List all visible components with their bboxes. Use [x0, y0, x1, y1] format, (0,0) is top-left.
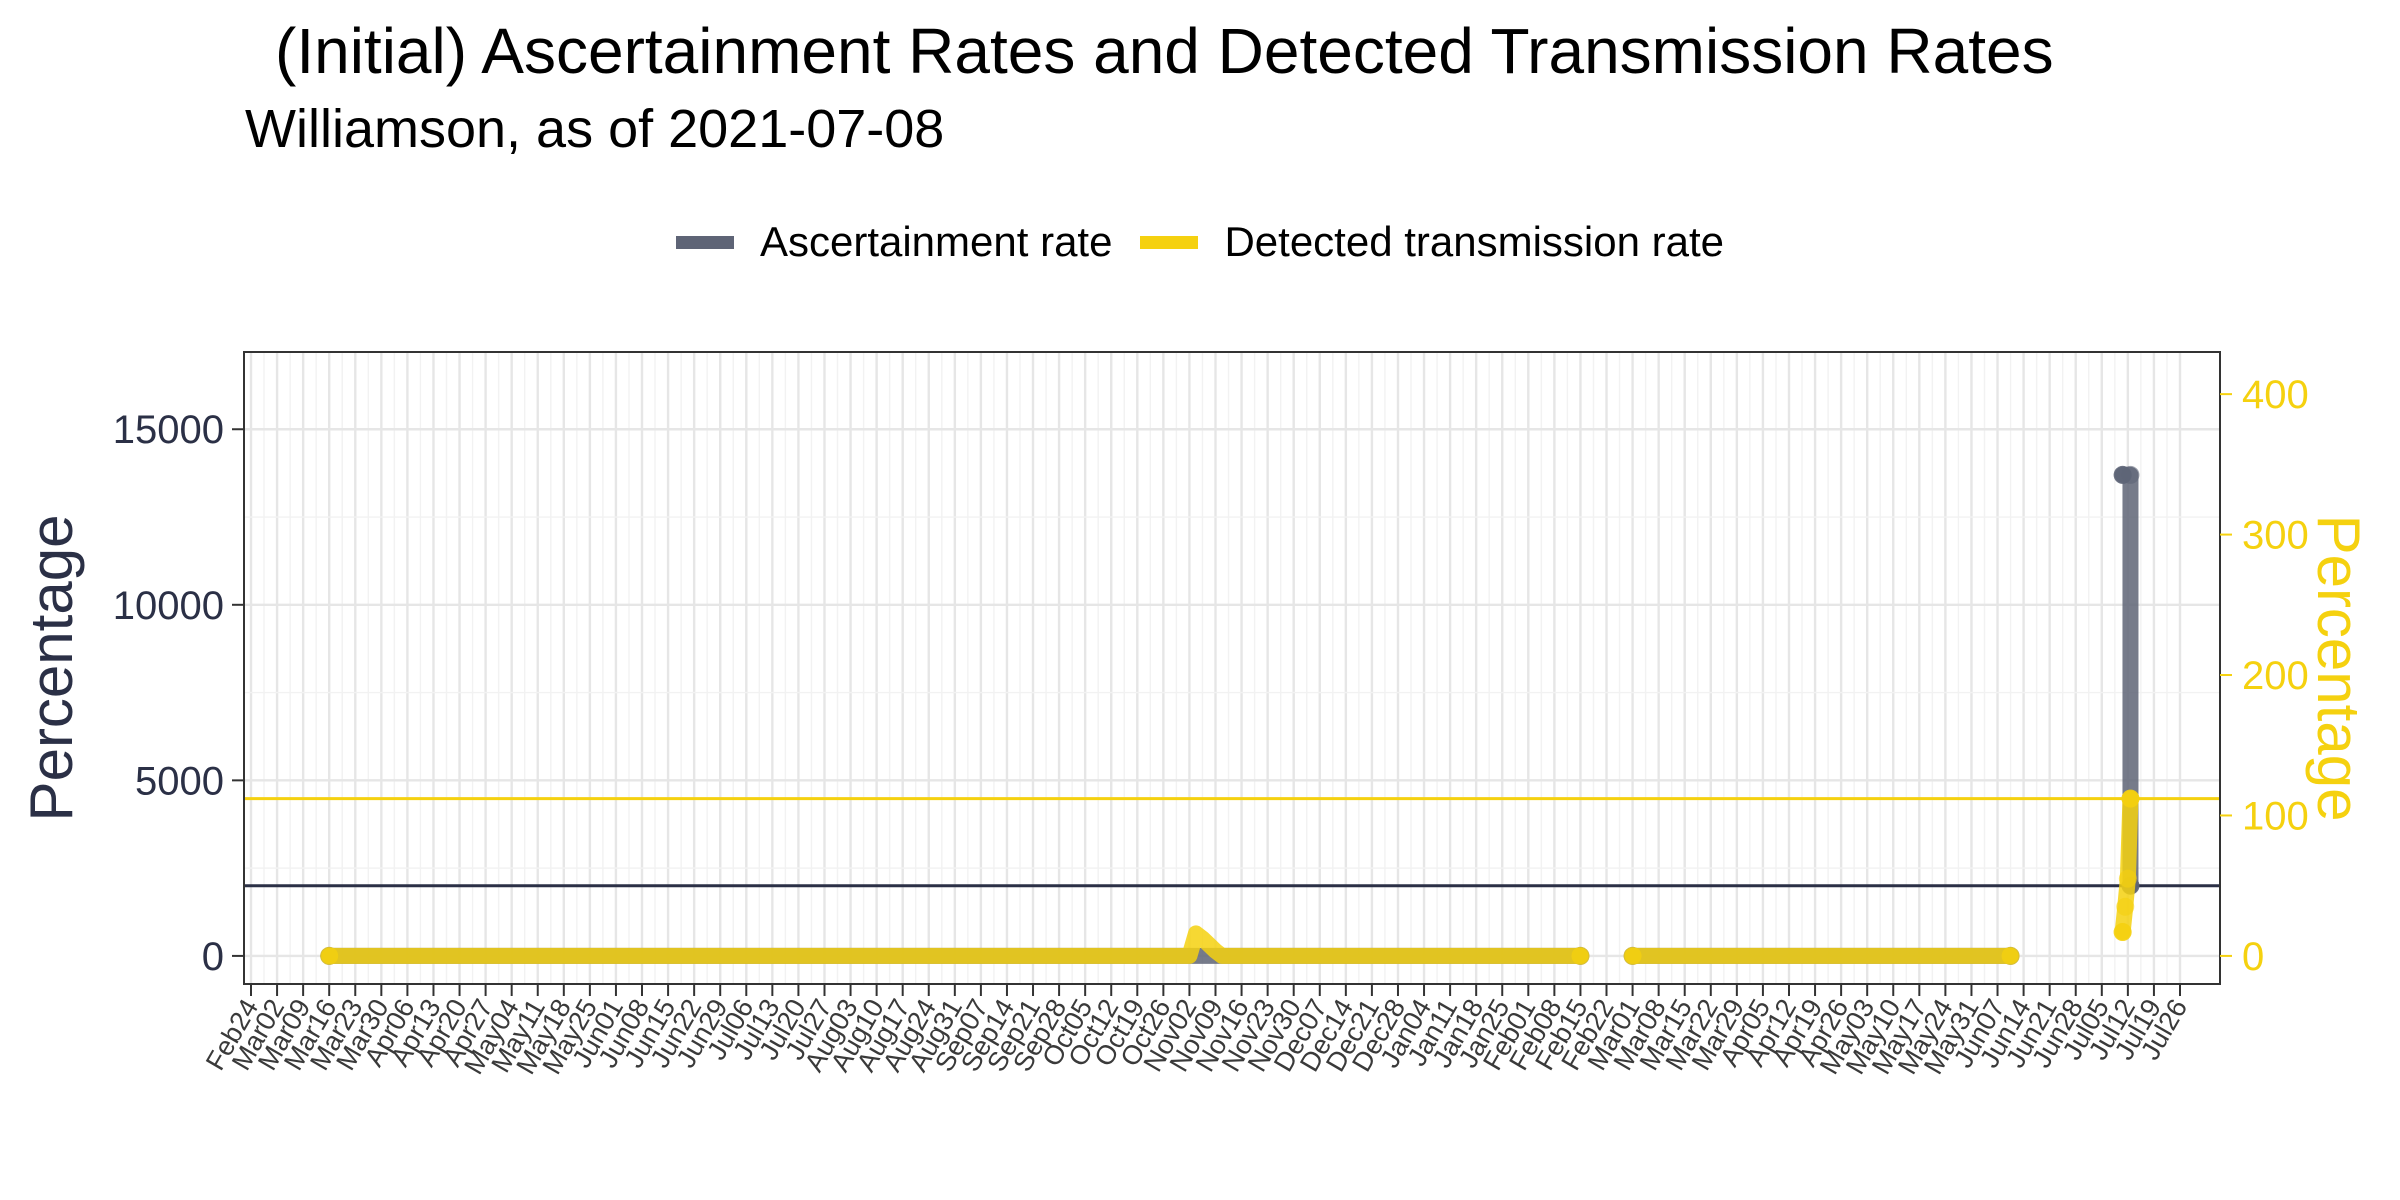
y-tick-label-left: 0	[202, 935, 224, 979]
legend-item-ascertainment: Ascertainment rate	[675, 218, 1113, 266]
legend-label-ascertainment: Ascertainment rate	[759, 218, 1113, 265]
data-point	[1571, 946, 1590, 965]
reference-lines	[244, 797, 2220, 888]
data-point	[2121, 465, 2140, 484]
legend-label-detected: Detected transmission rate	[1224, 218, 1725, 265]
y-tick-label-right: 400	[2242, 373, 2309, 417]
y-axis-left: 0 5000 10000 15000	[113, 408, 244, 979]
y-tick-label-right: 0	[2242, 935, 2264, 979]
y-axis-right: 0 100 200 300 400	[2220, 373, 2309, 979]
y-tick-label-left: 10000	[113, 584, 224, 628]
data-point	[320, 946, 339, 965]
y-tick-label-right: 300	[2242, 514, 2309, 558]
grid	[244, 352, 2220, 984]
chart-subtitle: Williamson, as of 2021-07-08	[245, 99, 945, 159]
legend-key-detected	[1140, 235, 1199, 249]
y-tick-label-right: 100	[2242, 794, 2309, 838]
y-axis-label-right: Percentage	[2305, 515, 2372, 822]
data-point	[2001, 946, 2020, 965]
y-tick-label-right: 200	[2242, 654, 2309, 698]
legend-item-detected: Detected transmission rate	[1140, 218, 1724, 266]
y-axis-label-left: Percentage	[18, 515, 85, 822]
data-point	[2118, 869, 2137, 888]
y-tick-label-left: 5000	[135, 759, 224, 803]
data-point	[2121, 789, 2140, 808]
series-line	[2114, 790, 2139, 941]
plot-border	[243, 351, 2221, 985]
data-point	[2113, 923, 2132, 942]
x-axis: Feb24Mar02Mar09Mar16Mar23Mar30Apr06Apr13…	[200, 984, 2193, 1079]
data-point	[2116, 897, 2135, 916]
y-tick-label-left: 15000	[113, 408, 224, 452]
legend-key-ascertainment	[675, 235, 734, 249]
data-point	[1623, 946, 1642, 965]
legend: Ascertainment rate Detected transmission…	[0, 218, 2400, 266]
series-line	[321, 925, 1589, 964]
series-layer	[320, 465, 2140, 965]
chart-title: (Initial) Ascertainment Rates and Detect…	[275, 15, 2054, 87]
